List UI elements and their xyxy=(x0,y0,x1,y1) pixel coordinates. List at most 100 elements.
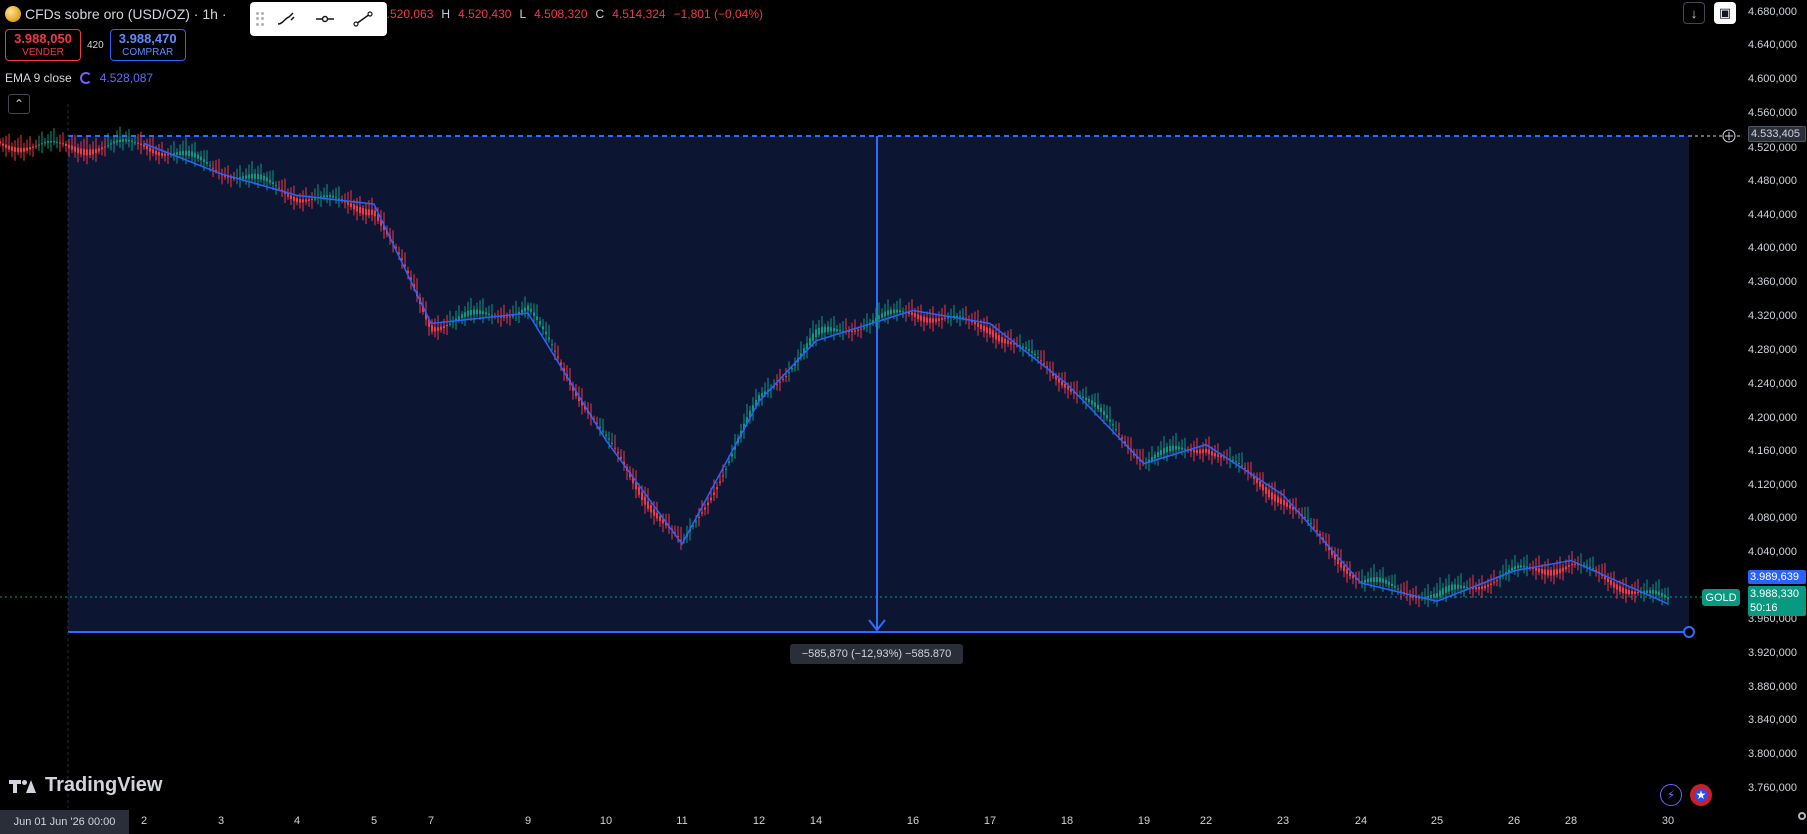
candle-body xyxy=(938,318,940,321)
candle-body xyxy=(92,149,94,155)
candle-body xyxy=(650,505,652,513)
fullscreen-button[interactable]: ▣ xyxy=(1714,2,1736,24)
candle-body xyxy=(1037,357,1039,358)
candle-body xyxy=(1097,404,1099,410)
candle-body xyxy=(179,151,181,155)
us-flag-icon[interactable]: ★ xyxy=(1690,784,1712,806)
horizontal-ray-button[interactable] xyxy=(310,6,340,32)
candle-body xyxy=(1415,596,1417,599)
candle-body xyxy=(71,145,73,150)
candle-body xyxy=(1091,400,1093,405)
candle-body xyxy=(1223,456,1225,458)
candle-body xyxy=(941,318,943,320)
candle-body xyxy=(647,501,649,509)
candle-body xyxy=(1289,504,1291,509)
candle-body xyxy=(743,423,745,430)
candle-body xyxy=(992,330,994,338)
candle-body xyxy=(1643,591,1645,593)
collapse-legend-button[interactable]: ⌃ xyxy=(8,94,30,114)
candle-body xyxy=(1568,565,1570,567)
candle-body xyxy=(356,205,358,212)
candle-body xyxy=(1376,577,1378,582)
indicator-legend[interactable]: EMA 9 close 4.528,087 xyxy=(5,71,153,85)
lightning-icon[interactable]: ⚡ xyxy=(1660,784,1682,806)
sell-button[interactable]: 3.988,050 VENDER xyxy=(5,29,81,61)
candle-body xyxy=(176,152,178,155)
candle-body xyxy=(881,313,883,318)
horizontal-line-price-tag[interactable]: 4.533,405 xyxy=(1748,126,1806,142)
candle-body xyxy=(1433,593,1435,598)
price-axis-label: 4.200,000 xyxy=(1748,412,1797,424)
drawing-toolbar[interactable] xyxy=(250,2,387,36)
candle-body xyxy=(383,225,385,230)
candle-body xyxy=(1412,596,1414,598)
candle-body xyxy=(782,379,784,380)
candle-body xyxy=(695,521,697,523)
candle-body xyxy=(1196,449,1198,453)
candle-body xyxy=(545,331,547,335)
price-axis-label: 4.480,000 xyxy=(1748,175,1797,187)
candle-body xyxy=(995,332,997,340)
settings-gear-icon[interactable] xyxy=(1798,812,1806,820)
buy-button[interactable]: 3.988,470 COMPRAR xyxy=(109,29,186,61)
measure-end-handle[interactable] xyxy=(1683,626,1695,638)
candle-body xyxy=(293,196,295,201)
indicator-name[interactable]: EMA 9 close xyxy=(5,71,72,85)
time-axis-label: 19 xyxy=(1137,815,1151,827)
candle-body xyxy=(443,325,445,328)
trend-line-button[interactable] xyxy=(348,6,378,32)
candle-body xyxy=(851,330,853,333)
candle-body xyxy=(1061,381,1063,386)
candle-body xyxy=(1331,550,1333,555)
candle-body xyxy=(182,150,184,156)
candle-body xyxy=(1541,569,1543,574)
candle-body xyxy=(674,532,676,534)
candle-body xyxy=(926,317,928,323)
current-price-value: 3.988,330 xyxy=(1750,588,1799,600)
price-axis-label: 4.040,000 xyxy=(1748,546,1797,558)
candle-body xyxy=(1175,445,1177,450)
candle-body xyxy=(1124,441,1126,444)
candle-body xyxy=(644,496,646,505)
symbol-header[interactable]: CFDs sobre oro (USD/OZ) · 1h · xyxy=(5,4,226,24)
candle-body xyxy=(923,316,925,322)
price-axis-label: 4.080,000 xyxy=(1748,512,1797,524)
time-axis-label: 14 xyxy=(809,815,823,827)
candle-body xyxy=(986,327,988,334)
candle-body xyxy=(83,148,85,156)
candle-body xyxy=(707,502,709,506)
brush-tool-button[interactable] xyxy=(272,6,302,32)
candle-body xyxy=(194,152,196,158)
candle-body xyxy=(980,324,982,330)
candle-body xyxy=(1178,446,1180,450)
symbol-title[interactable]: CFDs sobre oro (USD/OZ) · 1h · xyxy=(25,6,227,22)
candle-body xyxy=(929,318,931,323)
candle-body xyxy=(1022,346,1024,348)
candle-body xyxy=(1301,514,1303,516)
time-axis[interactable] xyxy=(0,808,1740,834)
candle-body xyxy=(1613,582,1615,588)
drag-handle-icon[interactable] xyxy=(256,12,264,26)
candle-body xyxy=(806,343,808,350)
candle-body xyxy=(1652,590,1654,594)
time-axis-label: 4 xyxy=(293,815,301,827)
candle-body xyxy=(527,305,529,311)
scroll-down-button[interactable]: ↓ xyxy=(1683,2,1705,24)
time-axis-label: 5 xyxy=(370,815,378,827)
candle-body xyxy=(491,315,493,317)
candle-body xyxy=(161,153,163,156)
candle-body xyxy=(1058,378,1060,383)
candle-body xyxy=(962,317,964,319)
candle-body xyxy=(425,312,427,320)
candle-body xyxy=(101,147,103,150)
candle-body xyxy=(818,327,820,335)
candle-body xyxy=(764,391,766,395)
candle-body xyxy=(833,328,835,332)
candle-body xyxy=(1103,411,1105,415)
candle-body xyxy=(260,174,262,180)
candle-body xyxy=(848,331,850,333)
candle-body xyxy=(1409,594,1411,597)
candle-body xyxy=(1565,566,1567,570)
candle-body xyxy=(1517,565,1519,569)
